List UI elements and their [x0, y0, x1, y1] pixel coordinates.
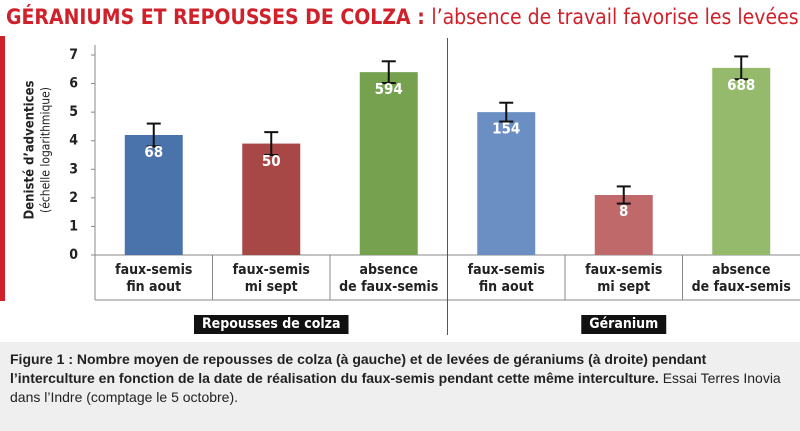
bar	[477, 112, 536, 256]
error-bar	[616, 185, 631, 205]
x-tick-line: faux-semis	[468, 262, 545, 278]
x-tick-line: de faux-semis	[339, 279, 438, 295]
x-tick-label: absence de faux-semis	[692, 262, 791, 295]
x-tick-label: faux-semis mi sept	[233, 262, 310, 295]
count-label: 50	[262, 152, 281, 170]
count-label: 154	[492, 119, 520, 137]
y-tick-label: 7	[69, 47, 78, 63]
x-tick-line: absence	[712, 262, 771, 278]
x-tick-line: faux-semis	[115, 262, 192, 278]
x-tick-line: fin aout	[126, 279, 181, 295]
error-bar	[734, 55, 749, 81]
x-tick-label: faux-semis mi sept	[585, 262, 662, 295]
x-tick-line: mi sept	[245, 279, 298, 295]
chart: GÉRANIUMS ET REPOUSSES DE COLZA : l’abse…	[0, 4, 800, 335]
y-tick-label: 1	[69, 218, 78, 234]
y-sublabel: (échelle logarithmique)	[39, 87, 53, 213]
y-tick-label: 5	[69, 104, 78, 120]
error-bar	[264, 131, 279, 156]
x-tick-line: absence	[359, 262, 418, 278]
chart-title: GÉRANIUMS ET REPOUSSES DE COLZA : l’abse…	[6, 4, 799, 29]
y-tick-label: 4	[69, 133, 78, 149]
error-bar	[499, 101, 514, 123]
x-tick-label: absence de faux-semis	[339, 262, 438, 295]
y-tick-label: 2	[69, 190, 78, 206]
x-tick-label: faux-semis fin aout	[468, 262, 545, 295]
x-tick-line: faux-semis	[585, 262, 662, 278]
x-tick-line: mi sept	[597, 279, 650, 295]
group-label-box	[193, 315, 349, 334]
title-sub: l’absence de travail favorise les levées	[431, 5, 798, 29]
x-tick-line: faux-semis	[233, 262, 310, 278]
accent-bar	[0, 36, 5, 301]
y-tick-label: 0	[69, 247, 78, 263]
x-tick-line: de faux-semis	[692, 279, 791, 295]
x-tick-line: fin aout	[479, 279, 534, 295]
error-bar	[381, 60, 396, 84]
y-tick-label: 6	[69, 76, 78, 92]
bar	[359, 72, 418, 256]
bar	[712, 67, 771, 255]
count-label: 68	[144, 143, 163, 161]
bar	[594, 195, 653, 255]
caption: Figure 1 : Nombre moyen de repousses de …	[0, 342, 800, 431]
group-label: Géranium	[589, 316, 658, 332]
count-label: 594	[375, 80, 403, 98]
count-label: 688	[727, 76, 755, 94]
caption-bold: Figure 1 : Nombre moyen de repousses de …	[10, 351, 707, 386]
y-label: Denisté d’adventices	[23, 81, 38, 220]
x-tick-label: faux-semis fin aout	[115, 262, 192, 295]
group-label-box	[581, 315, 667, 334]
title-main: GÉRANIUMS ET REPOUSSES DE COLZA :	[6, 4, 425, 29]
count-label: 8	[619, 202, 628, 220]
bar	[124, 135, 183, 255]
caption-text: Essai Terres Inovia dans l’Indre (compta…	[10, 370, 781, 405]
group-label: Repousses de colza	[202, 316, 341, 332]
error-bar	[146, 122, 161, 148]
y-tick-label: 3	[69, 161, 78, 177]
bar	[242, 143, 301, 255]
